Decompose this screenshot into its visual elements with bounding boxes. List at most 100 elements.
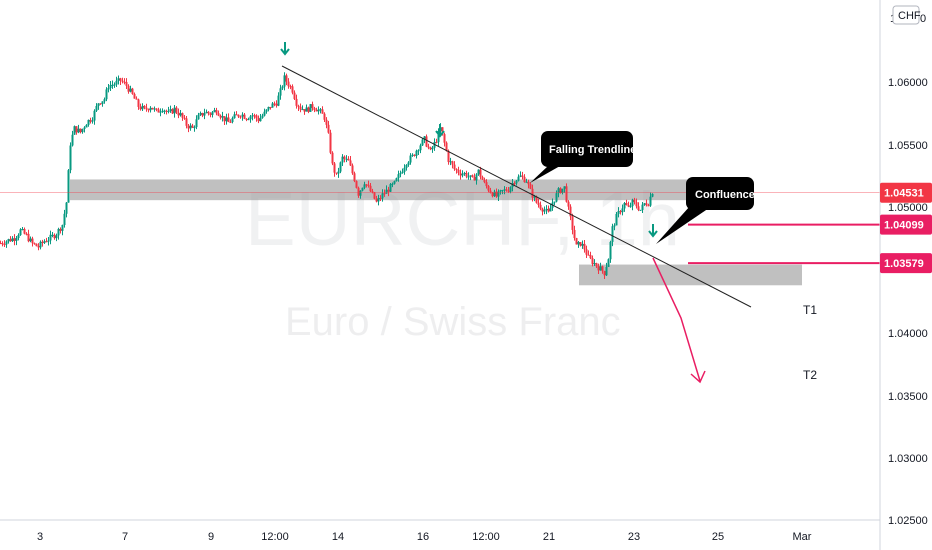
candle-body [603, 271, 606, 276]
candle-body [35, 243, 38, 247]
candle-body [269, 106, 272, 108]
candle-body [133, 93, 136, 99]
candle-body [485, 182, 488, 187]
candle-body [5, 241, 8, 245]
candle-body [589, 255, 592, 259]
candle-body [187, 125, 190, 129]
price-tag-text: 1.04531 [884, 188, 924, 200]
candle-body [471, 175, 474, 178]
candle-body [441, 127, 444, 135]
candle-body [291, 86, 294, 93]
price-tag [880, 253, 932, 274]
candle-body [239, 116, 242, 118]
trendline-callout-pointer [530, 166, 560, 183]
candle-body [139, 106, 142, 110]
candle-body [39, 241, 42, 248]
candle-body [267, 106, 270, 110]
candle-body [143, 105, 146, 108]
candle-body [637, 206, 640, 211]
candle-body [89, 119, 92, 122]
candle-body [253, 115, 256, 117]
candle-body [51, 234, 54, 236]
candle-body [615, 213, 618, 226]
candle-body [281, 86, 284, 89]
candle-body [65, 202, 68, 214]
candle-body [101, 101, 104, 105]
candle-body [345, 158, 348, 160]
candle-body [25, 233, 28, 235]
candle-body [11, 238, 14, 242]
candle-body [601, 266, 604, 272]
candle-body [451, 161, 454, 165]
candle-body [161, 110, 164, 112]
candle-body [289, 86, 292, 88]
candle-body [47, 240, 50, 242]
candle-body [599, 266, 602, 271]
candle-body [13, 238, 16, 241]
time-tick-label: 16 [417, 531, 429, 543]
candle-body [479, 169, 482, 177]
price-tick-label: 1.03500 [888, 391, 928, 403]
candle-body [543, 210, 546, 212]
candle-body [417, 150, 420, 152]
candle-body [195, 119, 198, 128]
price-tag-text: 1.04099 [884, 220, 924, 232]
candle-body [157, 109, 160, 113]
candle-body [209, 113, 212, 115]
candle-body [169, 109, 172, 112]
candle-body [299, 106, 302, 110]
swing-high-arrow-icon [280, 48, 290, 56]
candle-body [647, 205, 650, 207]
candle-body [69, 145, 72, 171]
candle-body [85, 124, 88, 128]
candle-body [233, 114, 236, 119]
candle-body [375, 198, 378, 202]
price-tick-label: 0 [920, 13, 926, 25]
currency-badge[interactable] [892, 5, 920, 25]
candle-body [225, 117, 228, 122]
candle-body [57, 228, 60, 236]
candle-body [305, 107, 308, 112]
candle-body [517, 176, 520, 181]
candle-body [505, 189, 508, 191]
price-tag [880, 214, 932, 235]
candle-body [347, 158, 350, 161]
candle-body [553, 201, 556, 203]
time-tick-label: 14 [332, 531, 344, 543]
candle-body [287, 81, 290, 87]
candle-body [379, 198, 382, 200]
price-tick-label: 1.04000 [888, 328, 928, 340]
time-axis[interactable]: 3 7 9 12:00 14 16 12:00 21 23 25 Mar [37, 531, 812, 543]
price-axis[interactable]: 1.06000 1.05500 1.05000 1.04000 1.03500 1.030… [880, 13, 932, 527]
candle-body [207, 111, 210, 114]
candle-body [153, 108, 156, 110]
candle-body [525, 181, 528, 183]
candle-body [255, 115, 258, 119]
trendline-callout-text: Falling Trendline [549, 144, 636, 156]
candle-body [297, 105, 300, 107]
candle-body [55, 235, 58, 239]
candle-body [631, 199, 634, 207]
candle-body [311, 104, 314, 109]
candle-body [435, 141, 438, 143]
candle-body [393, 181, 396, 184]
candle-body [395, 178, 398, 182]
candle-body [501, 190, 504, 192]
candle-body [381, 193, 384, 199]
candle-body [397, 174, 400, 179]
candle-body [405, 165, 408, 168]
candle-body [271, 103, 274, 108]
candle-body [159, 111, 162, 113]
candle-body [549, 207, 552, 212]
candle-body [583, 243, 586, 250]
candle-body [515, 180, 518, 184]
candle-body [3, 244, 6, 246]
candle-body [531, 188, 534, 198]
candle-body [385, 189, 388, 194]
candle-body [77, 128, 80, 133]
candle-body [317, 109, 320, 112]
candle-body [59, 228, 62, 231]
candle-body [389, 184, 392, 192]
candle-body [21, 229, 24, 231]
